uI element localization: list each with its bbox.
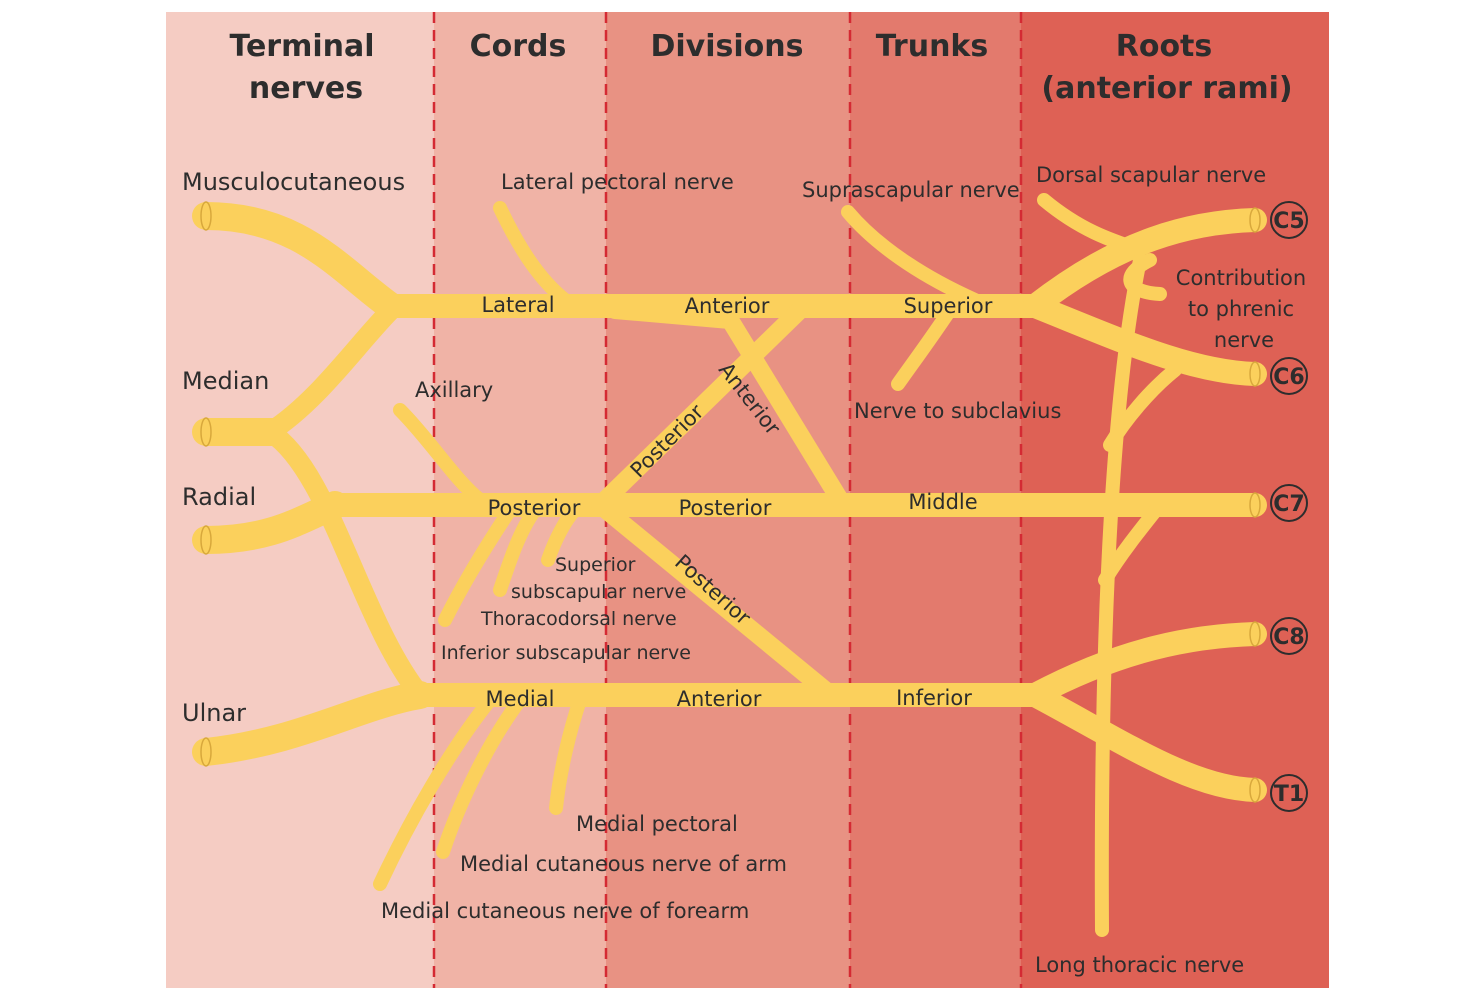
root-c7-label: C7 [1273,492,1304,517]
posterior-division-superior-to-posterior [591,301,809,514]
root-t1-badge: T1 [1270,774,1308,812]
anterior-division-middle-to-lateral [606,301,849,509]
root-c6-badge: C6 [1270,357,1308,395]
lateral-pectoral-branch [493,201,572,307]
label-lateral-pectoral-nerve: Lateral pectoral nerve [501,170,734,194]
terminal-nerve-labels: Musculocutaneous Median Radial Ulnar [182,168,405,727]
label-axillary: Axillary [415,378,493,402]
label-superior-subscapular-line1: Superior [555,554,636,576]
root-c8-badge: C8 [1270,617,1308,655]
nerve-end-caps [200,201,1261,803]
label-ulnar: Ulnar [182,699,246,727]
header-roots-line1: Roots [1116,29,1213,64]
label-superior-trunk: Superior [904,294,993,318]
header-divisions: Divisions [651,29,804,64]
root-labels: C5 C6 C7 C8 T1 [1270,201,1308,812]
axillary-branch [393,403,487,507]
label-phrenic-line3: nerve [1214,328,1274,352]
superior-subscapular-branch [541,503,582,567]
root-c6-circle [1270,357,1308,395]
label-middle-trunk: Middle [908,490,977,514]
musculocutaneous-cap [200,201,212,231]
medial-cutaneous-forearm-branch [373,693,497,891]
header-terminal-line1: Terminal [229,29,374,64]
medial-cutaneous-arm-branch [436,693,527,859]
label-posterior-cord: Posterior [488,496,581,520]
c5-cap [1249,207,1261,233]
label-medial-cutaneous-nerve-of-arm: Medial cutaneous nerve of arm [460,852,787,876]
median-cap [200,417,212,447]
label-dorsal-scapular-nerve: Dorsal scapular nerve [1036,163,1266,187]
label-medial-anterior-division: Anterior [677,687,762,711]
label-musculocutaneous: Musculocutaneous [182,168,405,196]
median-medial-root [260,422,430,705]
root-c5-badge: C5 [1270,201,1308,239]
header-trunks: Trunks [876,29,989,64]
label-inferior-trunk: Inferior [896,686,972,710]
root-c8-circle [1270,617,1308,655]
root-c7-circle [1270,484,1308,522]
label-medial-pectoral: Medial pectoral [576,812,738,836]
suprascapular-branch [841,205,982,307]
label-phrenic-line2: to phrenic [1188,297,1294,321]
c7-cap [1249,492,1261,518]
long-thoracic-c7-root [1098,498,1167,587]
root-c7-badge: C7 [1270,484,1308,522]
c6-cap [1249,361,1261,387]
nerve-to-subclavius-branch [891,303,957,391]
label-lateral-cord: Lateral [481,293,554,317]
label-phrenic-line1: Contribution [1176,266,1306,290]
ulnar-nerve [192,681,434,766]
t1-cap [1249,777,1261,803]
root-c6 [1023,294,1267,386]
column-headers: Terminal nerves Cords Divisions Trunks R… [229,29,1292,106]
median-lateral-root [260,296,405,442]
label-medial-cutaneous-nerve-of-forearm: Medial cutaneous nerve of forearm [381,899,749,923]
header-terminal-line2: nerves [249,71,363,106]
label-superior-subscapular-line2: subscapular nerve [511,581,686,603]
ulnar-cap [200,737,212,767]
root-t1-circle [1270,774,1308,812]
label-inferior-subscapular-nerve: Inferior subscapular nerve [441,642,691,664]
root-c6-label: C6 [1273,365,1304,390]
thoracodorsal-branch [493,503,542,597]
label-thoracodorsal-nerve: Thoracodorsal nerve [480,608,677,630]
label-suprascapular-nerve: Suprascapular nerve [802,178,1020,202]
nerve-network [192,193,1267,937]
dorsal-scapular-branch [1037,193,1147,257]
header-roots-line2: (anterior rami) [1041,71,1292,106]
label-radial: Radial [182,483,256,511]
root-c8 [1023,622,1267,707]
label-median: Median [182,367,269,395]
root-t1-label: T1 [1274,782,1304,807]
branch-labels: Lateral pectoral nerve Axillary Superior… [381,163,1306,977]
long-thoracic-nerve [1094,253,1147,937]
radial-cap [200,525,212,555]
label-lateral-anterior-division: Anterior [685,294,770,318]
header-cords: Cords [470,29,567,64]
label-long-thoracic-nerve: Long thoracic nerve [1035,953,1244,977]
musculocutaneous-nerve [192,202,404,320]
posterior-division-inferior-to-posterior [591,496,834,699]
root-t1 [1023,683,1267,802]
label-medial-cord: Medial [486,687,555,711]
inferior-subscapular-branch [438,503,517,627]
c8-cap [1249,621,1261,647]
long-thoracic-c6-root [1103,363,1182,452]
label-middle-posterior-division: Posterior [679,496,772,520]
label-nerve-to-subclavius: Nerve to subclavius [854,399,1061,423]
root-c8-label: C8 [1273,625,1304,650]
root-c5 [1023,208,1267,318]
root-c5-circle [1270,201,1308,239]
medial-pectoral-branch [549,693,587,815]
root-c5-label: C5 [1273,209,1304,234]
